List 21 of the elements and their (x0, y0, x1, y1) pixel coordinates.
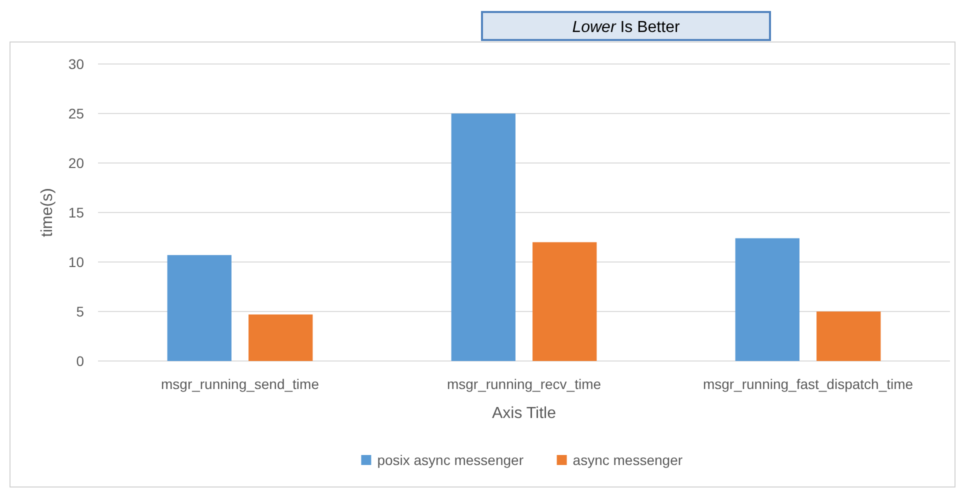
bar (167, 255, 232, 361)
y-tick-label: 0 (76, 352, 84, 369)
y-tick-label: 10 (68, 254, 84, 270)
y-tick-label: 5 (76, 303, 84, 320)
y-axis-title: time(s) (39, 188, 56, 237)
y-tick-label: 30 (68, 56, 84, 72)
x-tick-label: msgr_running_fast_dispatch_time (702, 376, 914, 392)
bar (735, 238, 800, 361)
x-tick-label: msgr_running_recv_time (446, 376, 602, 392)
bar (451, 114, 516, 361)
bar (816, 312, 881, 361)
y-tick-label: 20 (68, 154, 84, 171)
legend-label: posix async messenger (377, 452, 524, 468)
x-tick-label: msgr_running_send_time (161, 376, 320, 392)
chart-title: Lower Is Better (572, 19, 680, 36)
y-tick-label: 25 (68, 105, 84, 122)
legend-label: async messenger (572, 452, 683, 468)
x-axis-title: Axis Title (492, 405, 556, 422)
y-tick-label: 15 (68, 204, 84, 220)
bar (248, 314, 313, 361)
bar (532, 242, 597, 361)
